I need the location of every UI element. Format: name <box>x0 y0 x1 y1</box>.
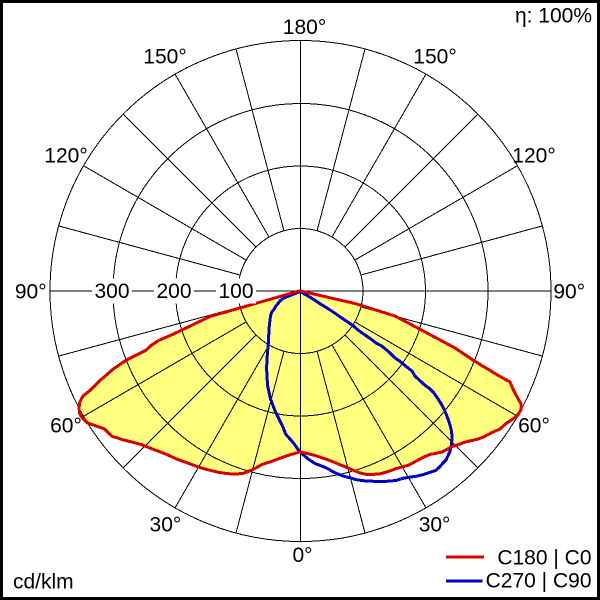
svg-text:100: 100 <box>218 280 253 303</box>
svg-text:C270 | C90: C270 | C90 <box>486 570 592 593</box>
svg-text:η: 100%: η: 100% <box>515 5 592 28</box>
svg-text:180°: 180° <box>283 16 326 39</box>
svg-text:150°: 150° <box>143 46 186 69</box>
svg-text:0°: 0° <box>292 544 312 567</box>
svg-text:120°: 120° <box>44 145 87 168</box>
svg-text:30°: 30° <box>150 514 182 537</box>
svg-text:300: 300 <box>94 280 129 303</box>
svg-text:90°: 90° <box>15 281 47 304</box>
svg-text:cd/klm: cd/klm <box>13 571 74 594</box>
svg-text:30°: 30° <box>419 514 451 537</box>
svg-text:200: 200 <box>156 280 191 303</box>
svg-text:60°: 60° <box>50 415 82 438</box>
svg-text:90°: 90° <box>553 281 585 304</box>
svg-text:60°: 60° <box>518 415 550 438</box>
svg-text:C180 | C0: C180 | C0 <box>497 547 591 570</box>
svg-text:150°: 150° <box>413 46 456 69</box>
svg-text:120°: 120° <box>512 145 555 168</box>
